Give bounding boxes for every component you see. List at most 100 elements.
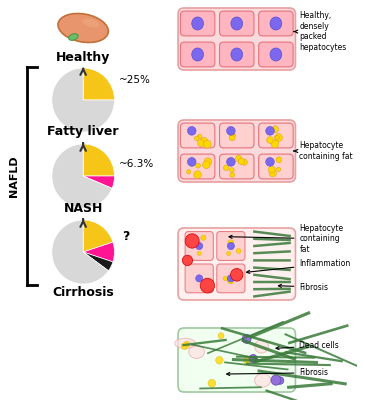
FancyBboxPatch shape	[219, 123, 254, 148]
Ellipse shape	[192, 17, 204, 30]
Circle shape	[235, 155, 242, 162]
FancyBboxPatch shape	[180, 154, 215, 179]
Text: Fibrosis: Fibrosis	[278, 282, 328, 292]
Circle shape	[182, 255, 193, 266]
Ellipse shape	[227, 126, 235, 135]
FancyBboxPatch shape	[178, 120, 295, 182]
Wedge shape	[83, 68, 115, 100]
FancyBboxPatch shape	[259, 42, 293, 67]
Circle shape	[196, 163, 200, 168]
Circle shape	[201, 138, 208, 144]
Circle shape	[230, 172, 235, 177]
FancyBboxPatch shape	[178, 228, 295, 300]
Circle shape	[194, 171, 201, 178]
Circle shape	[205, 280, 210, 286]
FancyBboxPatch shape	[219, 42, 254, 67]
FancyBboxPatch shape	[185, 232, 213, 260]
FancyBboxPatch shape	[219, 11, 254, 36]
Ellipse shape	[82, 18, 100, 28]
Text: Cirrhosis: Cirrhosis	[52, 286, 114, 298]
Circle shape	[230, 131, 234, 136]
FancyBboxPatch shape	[259, 154, 293, 179]
Ellipse shape	[189, 345, 204, 358]
Circle shape	[189, 239, 193, 244]
Text: ~25%: ~25%	[118, 75, 150, 85]
Text: Fibrosis: Fibrosis	[227, 368, 328, 377]
Text: Dead cells: Dead cells	[276, 342, 339, 350]
Ellipse shape	[188, 158, 196, 166]
Ellipse shape	[266, 158, 274, 166]
Text: Fatty liver: Fatty liver	[47, 126, 119, 138]
Circle shape	[185, 234, 199, 248]
Ellipse shape	[188, 126, 196, 135]
Ellipse shape	[266, 126, 274, 135]
Wedge shape	[52, 68, 115, 132]
Wedge shape	[83, 176, 115, 188]
Circle shape	[187, 170, 191, 174]
FancyBboxPatch shape	[180, 123, 215, 148]
Text: Healthy,
densely
packed
hepatocytes: Healthy, densely packed hepatocytes	[294, 12, 347, 52]
Ellipse shape	[196, 275, 203, 282]
Circle shape	[223, 165, 229, 171]
Circle shape	[233, 273, 238, 278]
Ellipse shape	[69, 34, 78, 40]
Circle shape	[271, 140, 278, 148]
FancyBboxPatch shape	[217, 264, 245, 293]
Ellipse shape	[255, 374, 270, 387]
Circle shape	[204, 158, 212, 166]
Text: Inflammation: Inflammation	[247, 260, 351, 274]
FancyBboxPatch shape	[217, 232, 245, 260]
Text: Healthy: Healthy	[56, 50, 110, 64]
Circle shape	[277, 167, 281, 172]
Wedge shape	[83, 144, 115, 176]
Ellipse shape	[192, 48, 204, 61]
Circle shape	[204, 282, 210, 287]
Circle shape	[205, 284, 210, 289]
Ellipse shape	[231, 48, 243, 61]
Circle shape	[228, 240, 234, 246]
FancyBboxPatch shape	[178, 8, 295, 70]
Circle shape	[184, 341, 190, 347]
Circle shape	[275, 136, 279, 140]
Circle shape	[203, 140, 211, 148]
Circle shape	[268, 166, 275, 173]
Circle shape	[203, 161, 210, 169]
Ellipse shape	[196, 242, 203, 250]
Text: NASH: NASH	[64, 202, 103, 214]
Ellipse shape	[270, 48, 282, 61]
FancyBboxPatch shape	[259, 11, 293, 36]
Circle shape	[271, 375, 281, 385]
Ellipse shape	[227, 242, 234, 250]
Circle shape	[201, 235, 206, 240]
Wedge shape	[83, 252, 113, 271]
Circle shape	[229, 135, 235, 141]
Wedge shape	[52, 220, 108, 284]
Ellipse shape	[231, 17, 243, 30]
FancyBboxPatch shape	[185, 264, 213, 293]
FancyBboxPatch shape	[180, 11, 215, 36]
FancyBboxPatch shape	[259, 123, 293, 148]
Wedge shape	[52, 144, 112, 208]
Circle shape	[200, 278, 215, 293]
Circle shape	[269, 170, 276, 177]
Circle shape	[230, 132, 235, 138]
Circle shape	[230, 168, 234, 172]
Circle shape	[223, 276, 227, 281]
Circle shape	[197, 140, 204, 147]
Text: Hepatocyte
containing
fat: Hepatocyte containing fat	[229, 224, 343, 254]
Circle shape	[236, 248, 241, 253]
Ellipse shape	[227, 275, 234, 282]
Circle shape	[274, 134, 283, 142]
Circle shape	[241, 159, 247, 165]
Circle shape	[227, 278, 234, 284]
Circle shape	[231, 268, 243, 281]
Circle shape	[272, 126, 278, 133]
Circle shape	[197, 251, 201, 256]
Circle shape	[276, 377, 284, 384]
Circle shape	[249, 354, 257, 363]
Circle shape	[216, 356, 223, 364]
FancyBboxPatch shape	[178, 328, 295, 392]
Circle shape	[238, 158, 245, 165]
Circle shape	[242, 334, 251, 343]
Text: ?: ?	[122, 230, 130, 242]
